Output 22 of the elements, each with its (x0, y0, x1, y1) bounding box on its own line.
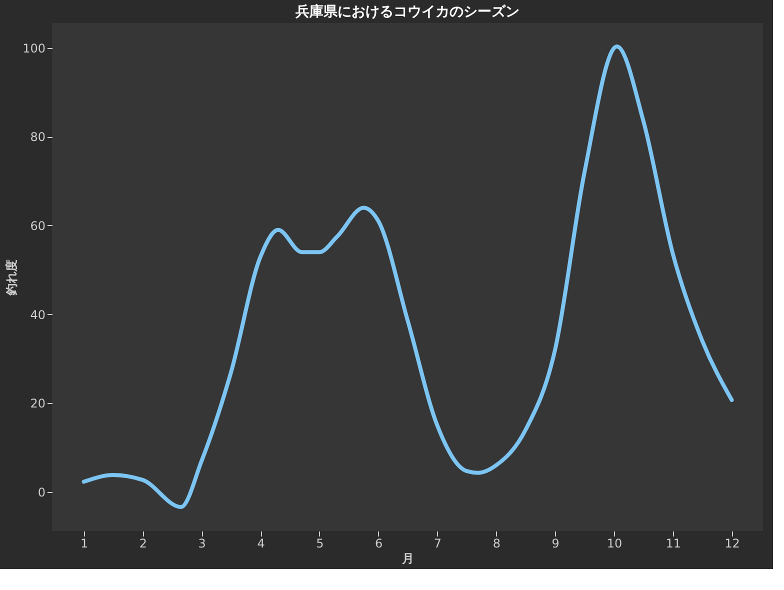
y-axis-title: 釣れ度 (4, 260, 19, 296)
y-tick-label: 100 (22, 41, 46, 56)
y-tick-label: 60 (30, 218, 46, 233)
x-tick-label: 4 (257, 536, 265, 550)
x-axis-title: 月 (401, 552, 414, 566)
x-tick-label: 5 (316, 536, 324, 550)
x-tick-label: 6 (375, 536, 383, 550)
y-tick-label: 40 (30, 308, 46, 322)
y-tick-label: 80 (30, 130, 46, 144)
y-tick-label: 0 (38, 485, 46, 500)
x-tick-label: 2 (139, 536, 148, 550)
x-tick-label: 3 (198, 536, 206, 550)
line-series (82, 44, 734, 510)
chart-title: 兵庫県におけるコウイカのシーズン (294, 3, 520, 20)
y-tick-label: 20 (30, 396, 46, 411)
x-tick-label: 1 (80, 536, 88, 550)
x-tick-label: 7 (434, 536, 442, 550)
x-tick-label: 10 (606, 536, 622, 550)
x-tick-label: 12 (724, 536, 740, 550)
x-tick-label: 11 (666, 536, 682, 550)
x-tick-label: 8 (492, 536, 500, 550)
x-tick-label: 9 (552, 536, 560, 550)
